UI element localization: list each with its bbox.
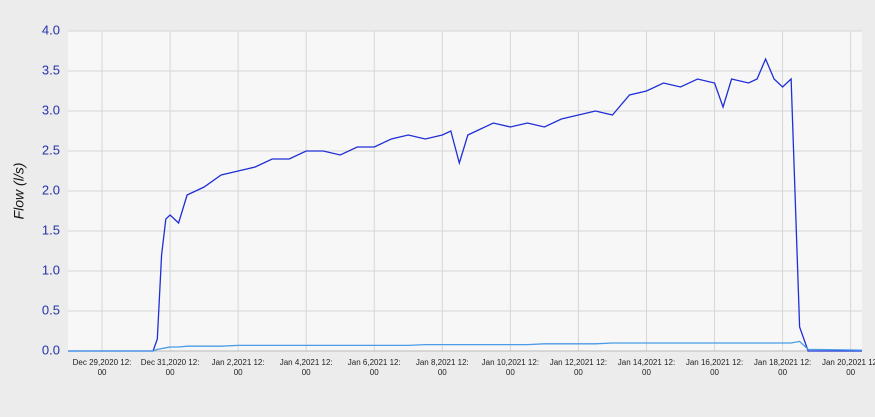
series-line (68, 340, 863, 352)
y-tick-label: 2.5 (42, 142, 60, 157)
y-tick-label: 2.0 (42, 182, 60, 197)
y-tick-label: 3.5 (42, 62, 60, 77)
x-tick-label: Jan 10,2021 12: 00 (481, 358, 540, 377)
x-tick-label: Dec 31,2020 12: 00 (140, 358, 200, 377)
y-tick-label: 0.5 (42, 302, 60, 317)
y-tick-label: 0.0 (42, 342, 60, 357)
y-tick-label: 3.0 (42, 102, 60, 117)
x-tick-label: Jan 8,2021 12: 00 (415, 358, 469, 377)
x-tick-label: Jan 4,2021 12: 00 (279, 358, 333, 377)
x-tick-label: Jan 12,2021 12: 00 (549, 358, 608, 377)
x-tick-label: Jan 16,2021 12: 00 (685, 358, 744, 377)
x-tick-label: Jan 2,2021 12: 00 (211, 358, 265, 377)
y-tick-label: 1.5 (42, 222, 60, 237)
y-tick-label: 4.0 (42, 22, 60, 37)
x-tick-label: Dec 29,2020 12: 00 (72, 358, 132, 377)
x-tick-label: Jan 18,2021 12: 00 (753, 358, 812, 377)
y-axis-label: Flow (l/s) (11, 163, 27, 220)
x-tick-label: Jan 20,2021 12: 00 (821, 358, 875, 377)
x-tick-label: Jan 6,2021 12: 00 (347, 358, 401, 377)
y-tick-label: 1.0 (42, 262, 60, 277)
x-tick-label: Jan 14,2021 12: 00 (617, 358, 676, 377)
series-line (68, 57, 862, 352)
